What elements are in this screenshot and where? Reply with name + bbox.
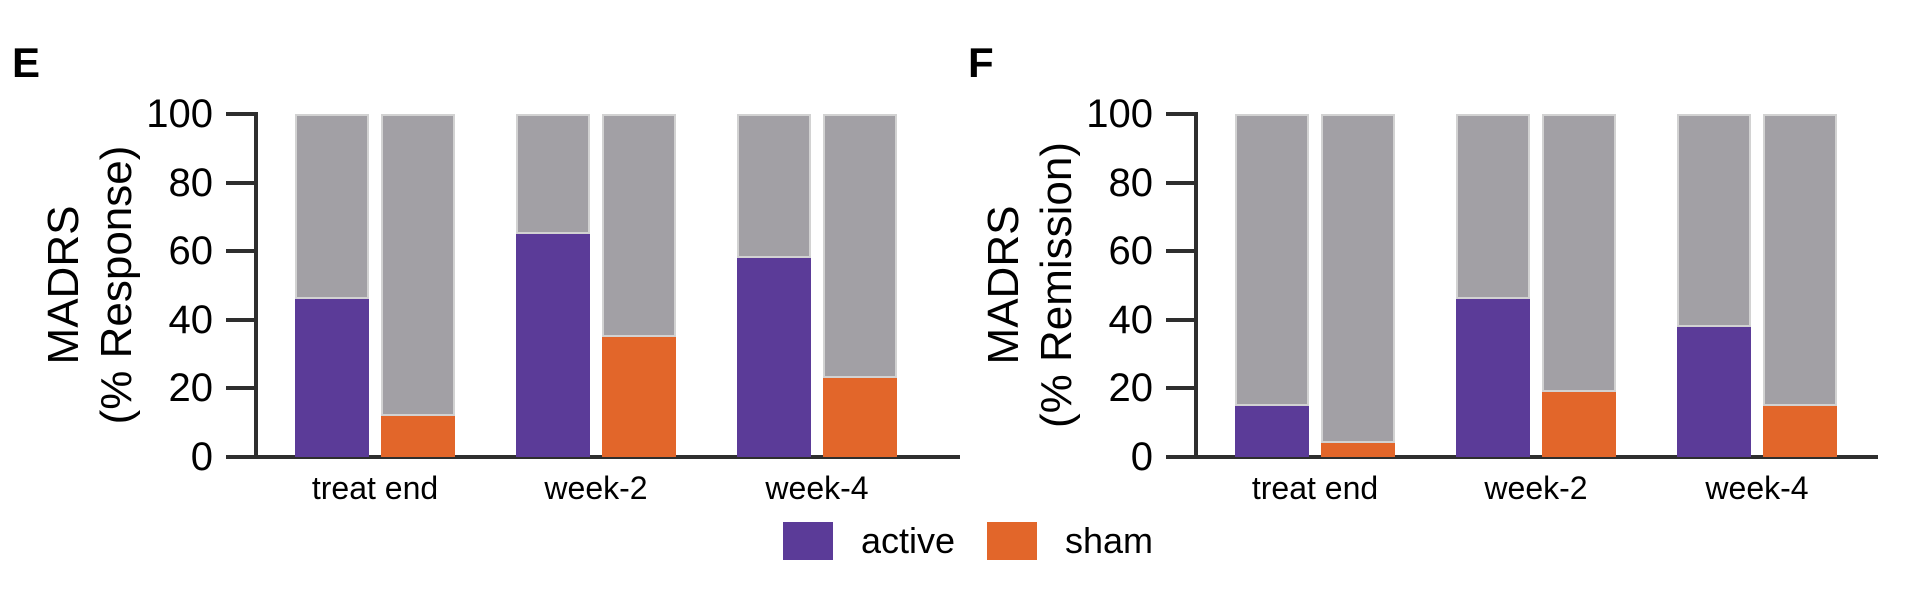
y-tick <box>226 249 254 254</box>
legend-swatch-active-icon <box>783 521 833 560</box>
y-tick <box>226 317 254 322</box>
y-tick-label: 60 <box>168 229 214 274</box>
bar-remainder-sham-2 <box>823 114 897 379</box>
legend-item-sham: sham <box>987 521 1153 560</box>
y-tick-label: 40 <box>1108 297 1154 342</box>
bar-active-0 <box>1235 405 1309 457</box>
bar-remainder-active-2 <box>737 114 811 259</box>
panel-letter-f: F <box>968 39 994 86</box>
panel-letter-e: E <box>12 39 41 86</box>
y-tick <box>1166 455 1194 459</box>
bar-active-0 <box>295 299 369 457</box>
y-tick <box>1166 112 1194 116</box>
bar-remainder-active-0 <box>1235 114 1309 406</box>
y-tick <box>226 112 254 116</box>
legend-label-active: active <box>861 520 956 561</box>
x-category-label-2: week-4 <box>1705 470 1809 506</box>
y-tick <box>1166 180 1194 185</box>
bar-remainder-sham-1 <box>602 114 676 337</box>
bar-active-1 <box>516 234 590 457</box>
bar-sham-0 <box>1321 443 1395 457</box>
bar-remainder-sham-2 <box>1763 114 1837 406</box>
bar-sham-2 <box>823 378 897 457</box>
x-category-label-1: week-2 <box>544 470 648 506</box>
y-tick-label: 40 <box>168 297 214 342</box>
x-category-label-0: treat end <box>1251 470 1379 506</box>
y-axis <box>254 112 258 459</box>
y-tick <box>1166 317 1194 322</box>
y-tick-label: 20 <box>1108 366 1154 411</box>
bar-remainder-active-2 <box>1677 114 1751 327</box>
bar-active-1 <box>1456 299 1530 457</box>
y-tick-label: 80 <box>1108 160 1154 205</box>
y-tick-label: 20 <box>168 366 214 411</box>
x-axis <box>254 455 960 459</box>
bar-remainder-active-0 <box>295 114 369 300</box>
bar-remainder-active-1 <box>516 114 590 235</box>
bar-sham-1 <box>1542 391 1616 457</box>
y-tick <box>1166 249 1194 254</box>
legend-item-active: active <box>783 521 955 560</box>
legend-label-sham: sham <box>1065 520 1154 561</box>
bar-remainder-sham-0 <box>381 114 455 416</box>
x-category-label-0: treat end <box>311 470 439 506</box>
bar-sham-1 <box>602 336 676 457</box>
x-category-label-1: week-2 <box>1484 470 1588 506</box>
bar-sham-0 <box>381 415 455 457</box>
x-category-label-2: week-4 <box>765 470 869 506</box>
bar-remainder-active-1 <box>1456 114 1530 300</box>
y-tick-label: 80 <box>168 160 214 205</box>
y-tick-label: 100 <box>1086 92 1153 136</box>
bar-active-2 <box>737 258 811 457</box>
y-tick-label: 60 <box>1108 229 1154 274</box>
x-axis <box>1194 455 1878 459</box>
y-tick-label: 0 <box>190 435 213 479</box>
bar-sham-2 <box>1763 405 1837 457</box>
y-tick-label: 0 <box>1130 435 1153 479</box>
y-axis <box>1194 112 1198 459</box>
y-tick <box>226 455 254 459</box>
bar-remainder-sham-0 <box>1321 114 1395 444</box>
bar-remainder-sham-1 <box>1542 114 1616 392</box>
y-tick-label: 100 <box>146 92 213 136</box>
y-tick <box>226 386 254 391</box>
legend-swatch-sham-icon <box>987 521 1037 560</box>
bar-active-2 <box>1677 326 1751 457</box>
y-tick <box>1166 386 1194 391</box>
y-tick <box>226 180 254 185</box>
